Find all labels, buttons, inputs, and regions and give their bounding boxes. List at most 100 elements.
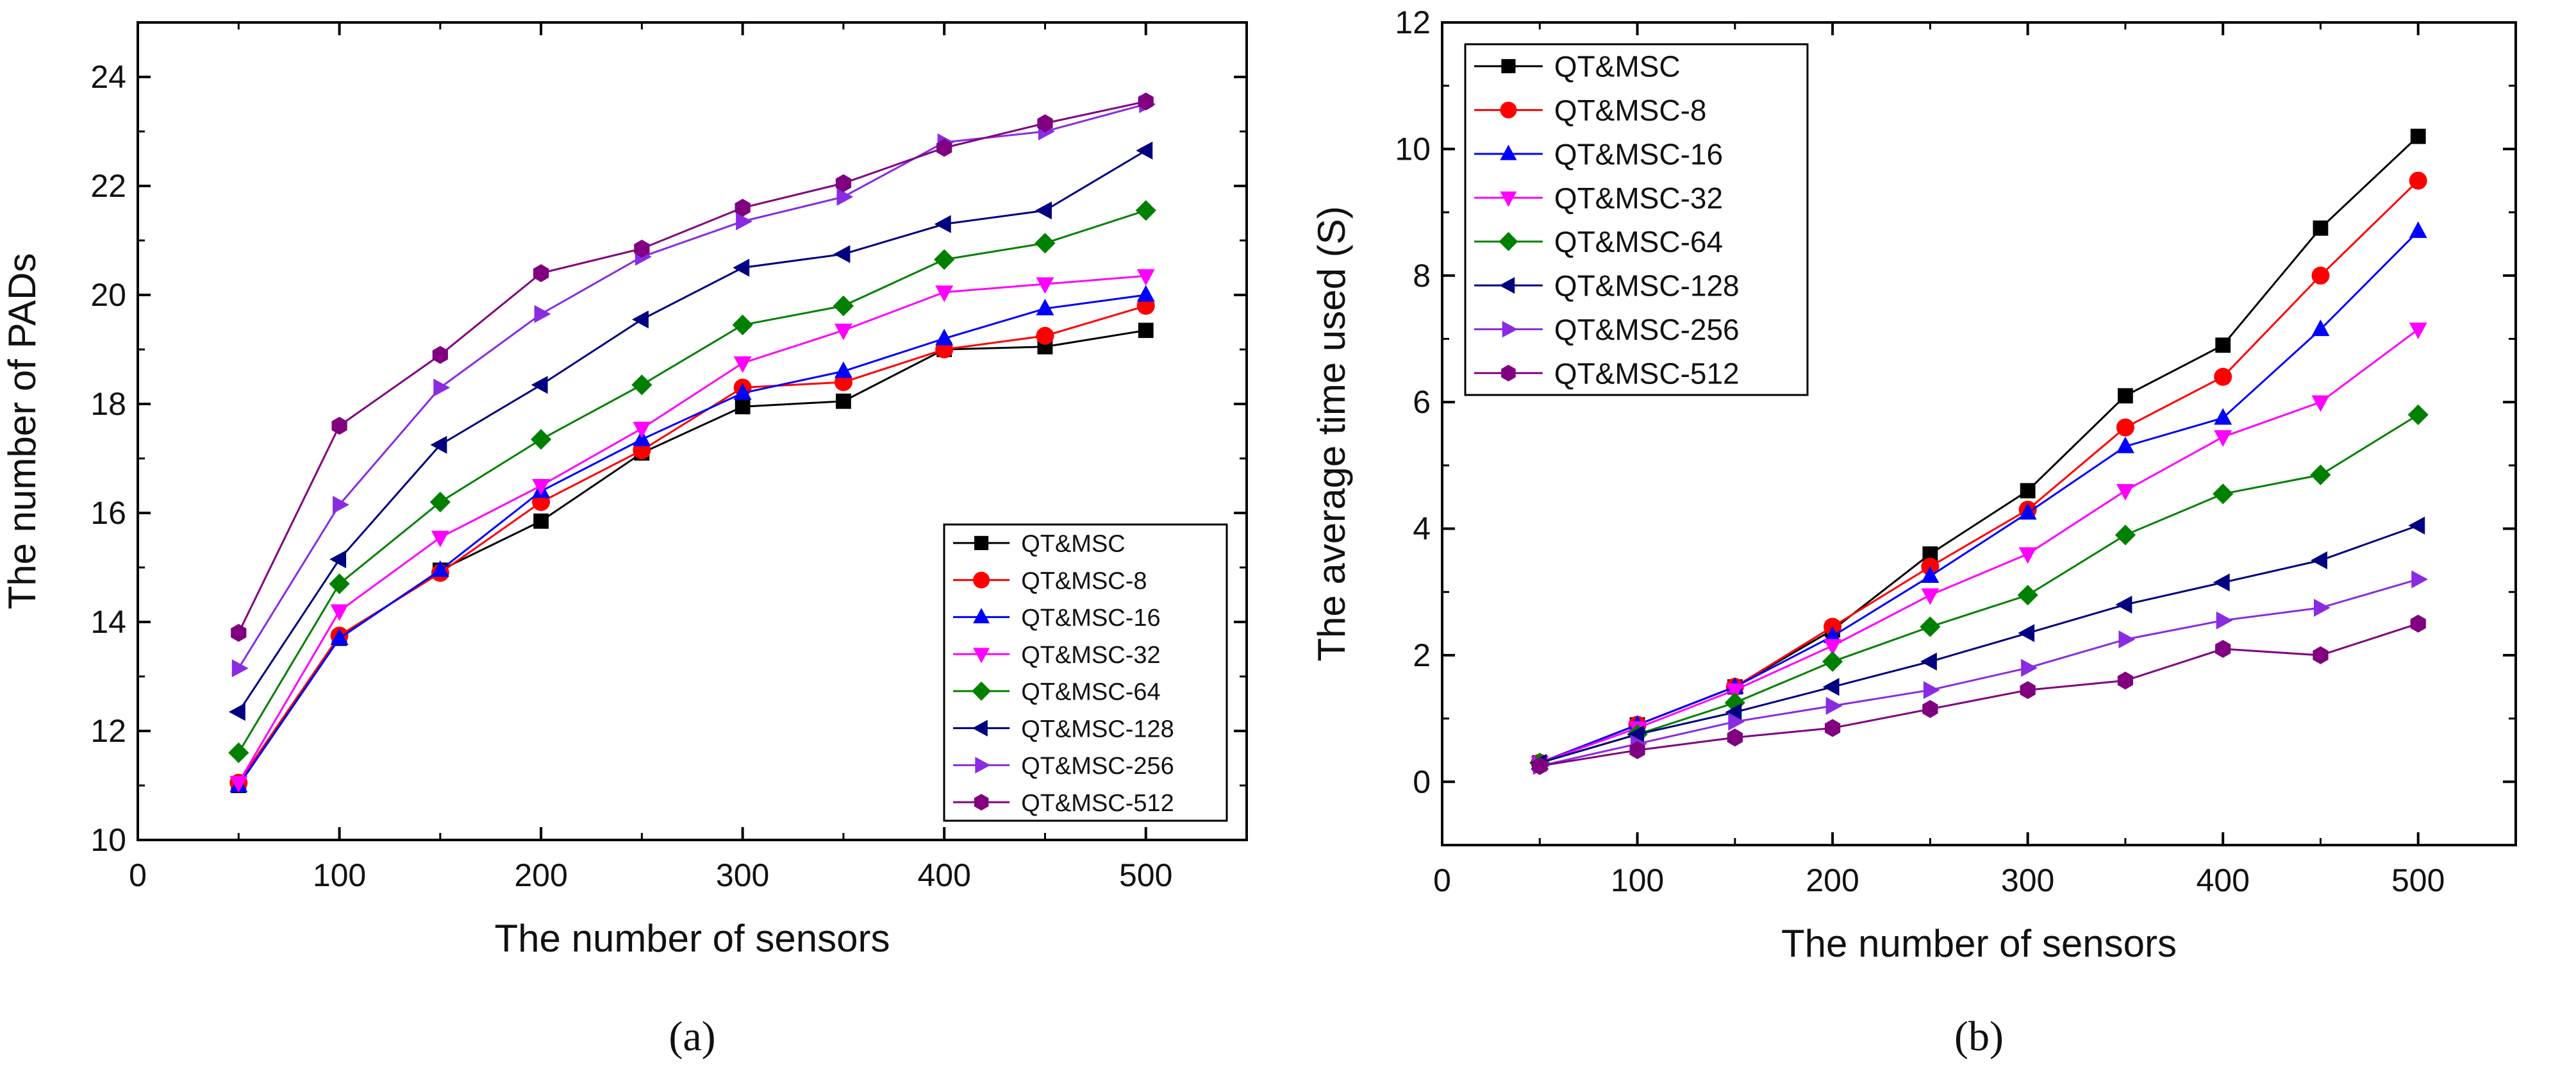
- series-qt-msc-64: [228, 200, 1156, 764]
- data-point: [433, 378, 451, 397]
- legend: QT&MSC QT&MSC-8 QT&MSC-16 QT&MSC-32 QT&MSC-6…: [1464, 43, 1809, 396]
- series-line: [237, 103, 1147, 669]
- y-tick-label: 8: [1413, 258, 1431, 294]
- data-point: [531, 376, 548, 394]
- data-point: [1136, 269, 1155, 286]
- data-point: [1825, 696, 1843, 715]
- legend-marker: [1502, 321, 1518, 338]
- x-tick-label: 300: [2001, 862, 2054, 898]
- legend-marker: [973, 608, 990, 624]
- data-point: [429, 491, 451, 513]
- legend-label: QT&MSC-128: [1021, 716, 1174, 743]
- x-tick-label: 100: [313, 857, 366, 893]
- data-point: [631, 310, 649, 329]
- data-point: [331, 417, 347, 435]
- data-point: [1725, 683, 1744, 700]
- y-tick-label: 18: [90, 386, 126, 422]
- x-tick-label: 500: [2391, 862, 2445, 898]
- legend-item: QT&MSC-16: [1474, 137, 1723, 171]
- legend-label: QT&MSC-128: [1554, 269, 1740, 303]
- data-point: [2116, 436, 2134, 453]
- data-point: [2310, 464, 2331, 485]
- legend-label: QT&MSC-32: [1554, 181, 1723, 215]
- data-point: [1920, 616, 1941, 637]
- series-line: [238, 294, 1146, 786]
- data-point: [733, 356, 752, 373]
- x-tick-label: 500: [1119, 857, 1172, 893]
- data-point: [2409, 221, 2427, 239]
- data-point: [330, 628, 349, 645]
- legend-marker: [972, 681, 992, 701]
- data-point: [2017, 585, 2038, 606]
- legend-marker: [1501, 364, 1516, 382]
- series-qt-msc-512: [231, 92, 1154, 642]
- data-point: [532, 479, 551, 496]
- data-point: [2311, 266, 2330, 285]
- data-point: [732, 314, 753, 335]
- data-point: [2216, 611, 2233, 630]
- data-point: [1035, 233, 1056, 254]
- data-point: [330, 604, 349, 621]
- data-point: [834, 361, 852, 378]
- data-point: [834, 323, 852, 340]
- data-point: [2408, 516, 2425, 535]
- x-tick-label: 200: [514, 857, 567, 893]
- data-point: [1136, 285, 1155, 302]
- panel-label: (b): [1954, 1013, 2004, 1060]
- data-point: [1922, 700, 1938, 718]
- legend-marker: [973, 648, 990, 664]
- x-axis-label: The number of sensors: [495, 917, 890, 960]
- data-point: [231, 659, 249, 678]
- legend-marker: [1500, 101, 1517, 119]
- data-point: [1824, 639, 1842, 656]
- y-tick-label: 12: [1395, 4, 1431, 40]
- data-point: [631, 374, 652, 396]
- data-point: [432, 346, 448, 364]
- legend-item: QT&MSC-512: [953, 790, 1174, 817]
- legend-marker: [1501, 59, 1516, 74]
- chart-panel-b: 0 100 200 300 400 500 0 2 4 6 8 10 12 The number of s…: [1310, 4, 2517, 1060]
- series-line: [237, 100, 1147, 633]
- legend-marker: [1499, 231, 1518, 251]
- data-point: [733, 383, 752, 400]
- series-qt-msc-128: [228, 141, 1153, 721]
- data-point: [329, 550, 347, 569]
- legend-item: QT&MSC-256: [1474, 313, 1740, 346]
- data-point: [2116, 483, 2134, 501]
- legend-marker: [974, 535, 989, 550]
- data-point: [1036, 326, 1054, 345]
- legend-item: QT&MSC-64: [953, 679, 1161, 706]
- legend-label: QT&MSC-512: [1021, 790, 1174, 817]
- data-point: [1824, 719, 1841, 737]
- data-point: [2313, 598, 2331, 617]
- x-tick-label: 0: [1433, 862, 1451, 898]
- data-point: [1035, 201, 1052, 220]
- data-point: [1822, 678, 1840, 696]
- data-point: [1135, 200, 1156, 221]
- legend-marker: [1499, 277, 1515, 294]
- series-line: [1539, 230, 2419, 764]
- legend-marker: [975, 757, 991, 774]
- data-point: [934, 249, 955, 270]
- data-point: [2215, 640, 2231, 659]
- panel-label: (a): [669, 1013, 715, 1060]
- y-axis-label: The average time used (S): [1310, 206, 1353, 661]
- data-point: [1725, 703, 1742, 721]
- data-point: [533, 264, 549, 282]
- data-point: [229, 776, 248, 793]
- legend-item: QT&MSC: [953, 531, 1126, 558]
- x-axis-label: The number of sensors: [1781, 922, 2177, 965]
- data-point: [2115, 595, 2132, 614]
- data-point: [2018, 624, 2035, 642]
- data-point: [2018, 547, 2037, 564]
- data-point: [833, 245, 851, 264]
- data-point: [530, 429, 552, 450]
- data-point: [431, 530, 449, 548]
- legend-label: QT&MSC-8: [1021, 567, 1147, 594]
- legend-item: QT&MSC-16: [953, 605, 1161, 632]
- legend-marker: [972, 719, 988, 737]
- y-tick-label: 2: [1413, 637, 1431, 673]
- data-point: [533, 513, 549, 529]
- plot-frame: [1441, 21, 2517, 846]
- data-point: [534, 305, 551, 323]
